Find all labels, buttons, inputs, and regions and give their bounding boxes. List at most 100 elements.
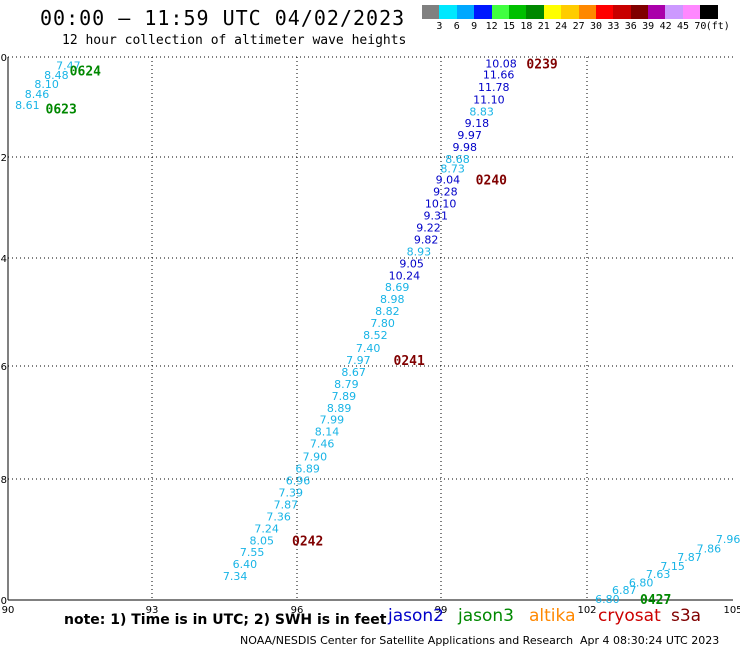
y-tick-label: -60 [0, 596, 7, 607]
wave-height-label: 8.46 [25, 88, 50, 101]
scale-swatch [613, 5, 631, 19]
wave-height-label: 9.82 [414, 233, 439, 246]
y-tick-label: -50 [0, 53, 7, 64]
x-tick-label: 90 [2, 605, 15, 616]
footer-credit: NOAA/NESDIS Center for Satellite Applica… [240, 634, 574, 647]
wave-height-label: 10.08 [485, 58, 517, 71]
scale-swatch [526, 5, 544, 19]
color-scale-labels: 3 6 9 12 15 18 21 24 27 30 33 36 39 42 45 70 (ft) [422, 21, 740, 33]
scale-swatch [665, 5, 683, 19]
scale-swatch [439, 5, 457, 19]
wave-height-label: 7.87 [274, 498, 299, 511]
y-tick-label: -52 [0, 153, 7, 164]
wave-height-label: 6.89 [295, 463, 320, 476]
scale-label: 45 [676, 21, 690, 32]
scale-label: 30 [589, 21, 603, 32]
legend-jason3: jason3 [458, 606, 514, 626]
wave-height-label: 9.04 [436, 174, 461, 187]
wave-height-label: 7.89 [332, 390, 357, 403]
wave-height-label: 8.14 [315, 426, 340, 439]
chart-title: 00:00 – 11:59 UTC 04/02/2023 [40, 6, 406, 30]
scale-label: 42 [659, 21, 672, 32]
pass-time-label: 0624 [70, 65, 101, 80]
wave-height-label: 10.24 [389, 269, 421, 282]
footer-timestamp: Apr 4 08:30:24 UTC 2023 [580, 634, 720, 647]
wave-height-label: 9.97 [457, 129, 482, 142]
wave-height-label: 8.89 [327, 402, 352, 415]
chart-subtitle: 12 hour collection of altimeter wave hei… [62, 33, 407, 48]
wave-height-label: 8.98 [380, 293, 405, 306]
pass-time-label: 0241 [394, 354, 425, 369]
x-tick-label: 102 [577, 605, 596, 616]
wave-height-label: 6.40 [233, 558, 258, 571]
wave-height-label: 7.99 [320, 414, 345, 427]
scale-label: 9 [471, 21, 478, 32]
pass-time-label: 0239 [526, 58, 557, 73]
wave-height-label: 8.68 [445, 153, 470, 166]
scale-label: (ft) [705, 21, 730, 32]
legend-altika: altika [529, 606, 576, 626]
pass-time-label: 0240 [476, 174, 507, 189]
scale-label: 3 [436, 21, 443, 32]
scale-label: 36 [624, 21, 637, 32]
legend-s3a: s3a [671, 606, 702, 626]
legend-cryosat: cryosat [598, 606, 661, 626]
wave-height-label: 7.80 [370, 317, 395, 330]
wave-height-label: 8.73 [440, 162, 465, 175]
wave-height-label: 11.78 [478, 81, 510, 94]
wave-height-label: 7.97 [346, 354, 371, 367]
wave-height-label: 8.05 [250, 534, 275, 547]
wave-height-label: 9.98 [453, 141, 478, 154]
wave-height-label: 8.83 [469, 105, 494, 118]
wave-height-label: 7.46 [310, 438, 335, 451]
wave-height-label: 7.96 [716, 533, 740, 546]
wave-height-label: 8.82 [375, 305, 400, 318]
wave-height-label: 7.87 [677, 551, 702, 564]
scale-label: 21 [537, 21, 550, 32]
scale-label: 27 [572, 21, 585, 32]
wave-height-label: 7.15 [660, 560, 685, 573]
x-tick-label: 96 [291, 605, 304, 616]
wave-height-label: 6.87 [612, 584, 637, 597]
scale-swatch [491, 5, 509, 19]
pass-time-label: 0242 [292, 534, 323, 549]
scale-swatch [648, 5, 666, 19]
wave-height-label: 7.40 [356, 342, 381, 355]
wave-height-label: 9.05 [399, 257, 424, 270]
wave-height-label: 9.31 [424, 210, 449, 223]
wave-height-label: 7.24 [254, 522, 279, 535]
scale-swatch [578, 5, 596, 19]
wave-height-label: 9.28 [433, 186, 458, 199]
scale-swatch [700, 5, 718, 19]
footer-note: note: 1) Time is in UTC; 2) SWH is in fe… [64, 612, 387, 628]
scale-swatch [422, 5, 440, 19]
wave-height-label: 7.90 [303, 451, 328, 464]
scale-swatch [543, 5, 562, 19]
scale-swatch [595, 5, 614, 19]
wave-height-label: 8.67 [341, 366, 366, 379]
color-scale-bar [422, 5, 718, 19]
x-tick-label: 105 [723, 605, 740, 616]
wave-height-label: 7.86 [697, 542, 722, 555]
wave-height-label: 6.96 [286, 475, 311, 488]
wave-height-label: 6.80 [629, 577, 654, 590]
scale-label: 12 [485, 21, 498, 32]
x-tick-label: 99 [435, 605, 448, 616]
wave-height-label: 7.39 [279, 486, 304, 499]
pass-time-label: 0623 [46, 103, 77, 118]
wave-height-label: 11.66 [483, 68, 515, 81]
wave-height-label: 9.18 [465, 117, 490, 130]
scale-label: 24 [555, 21, 568, 32]
y-tick-label: -56 [0, 362, 7, 373]
wave-height-label: 7.55 [240, 546, 265, 559]
legend-jason2: jason2 [388, 606, 444, 626]
scale-swatch [561, 5, 579, 19]
wave-height-label: 8.93 [407, 245, 432, 258]
wave-height-label: 7.34 [223, 570, 248, 583]
wave-height-label: 8.69 [385, 281, 410, 294]
wave-height-label: 8.52 [363, 329, 388, 342]
wave-height-label: 7.47 [56, 60, 81, 73]
y-tick-label: -58 [0, 475, 7, 486]
scale-swatch [630, 5, 649, 19]
